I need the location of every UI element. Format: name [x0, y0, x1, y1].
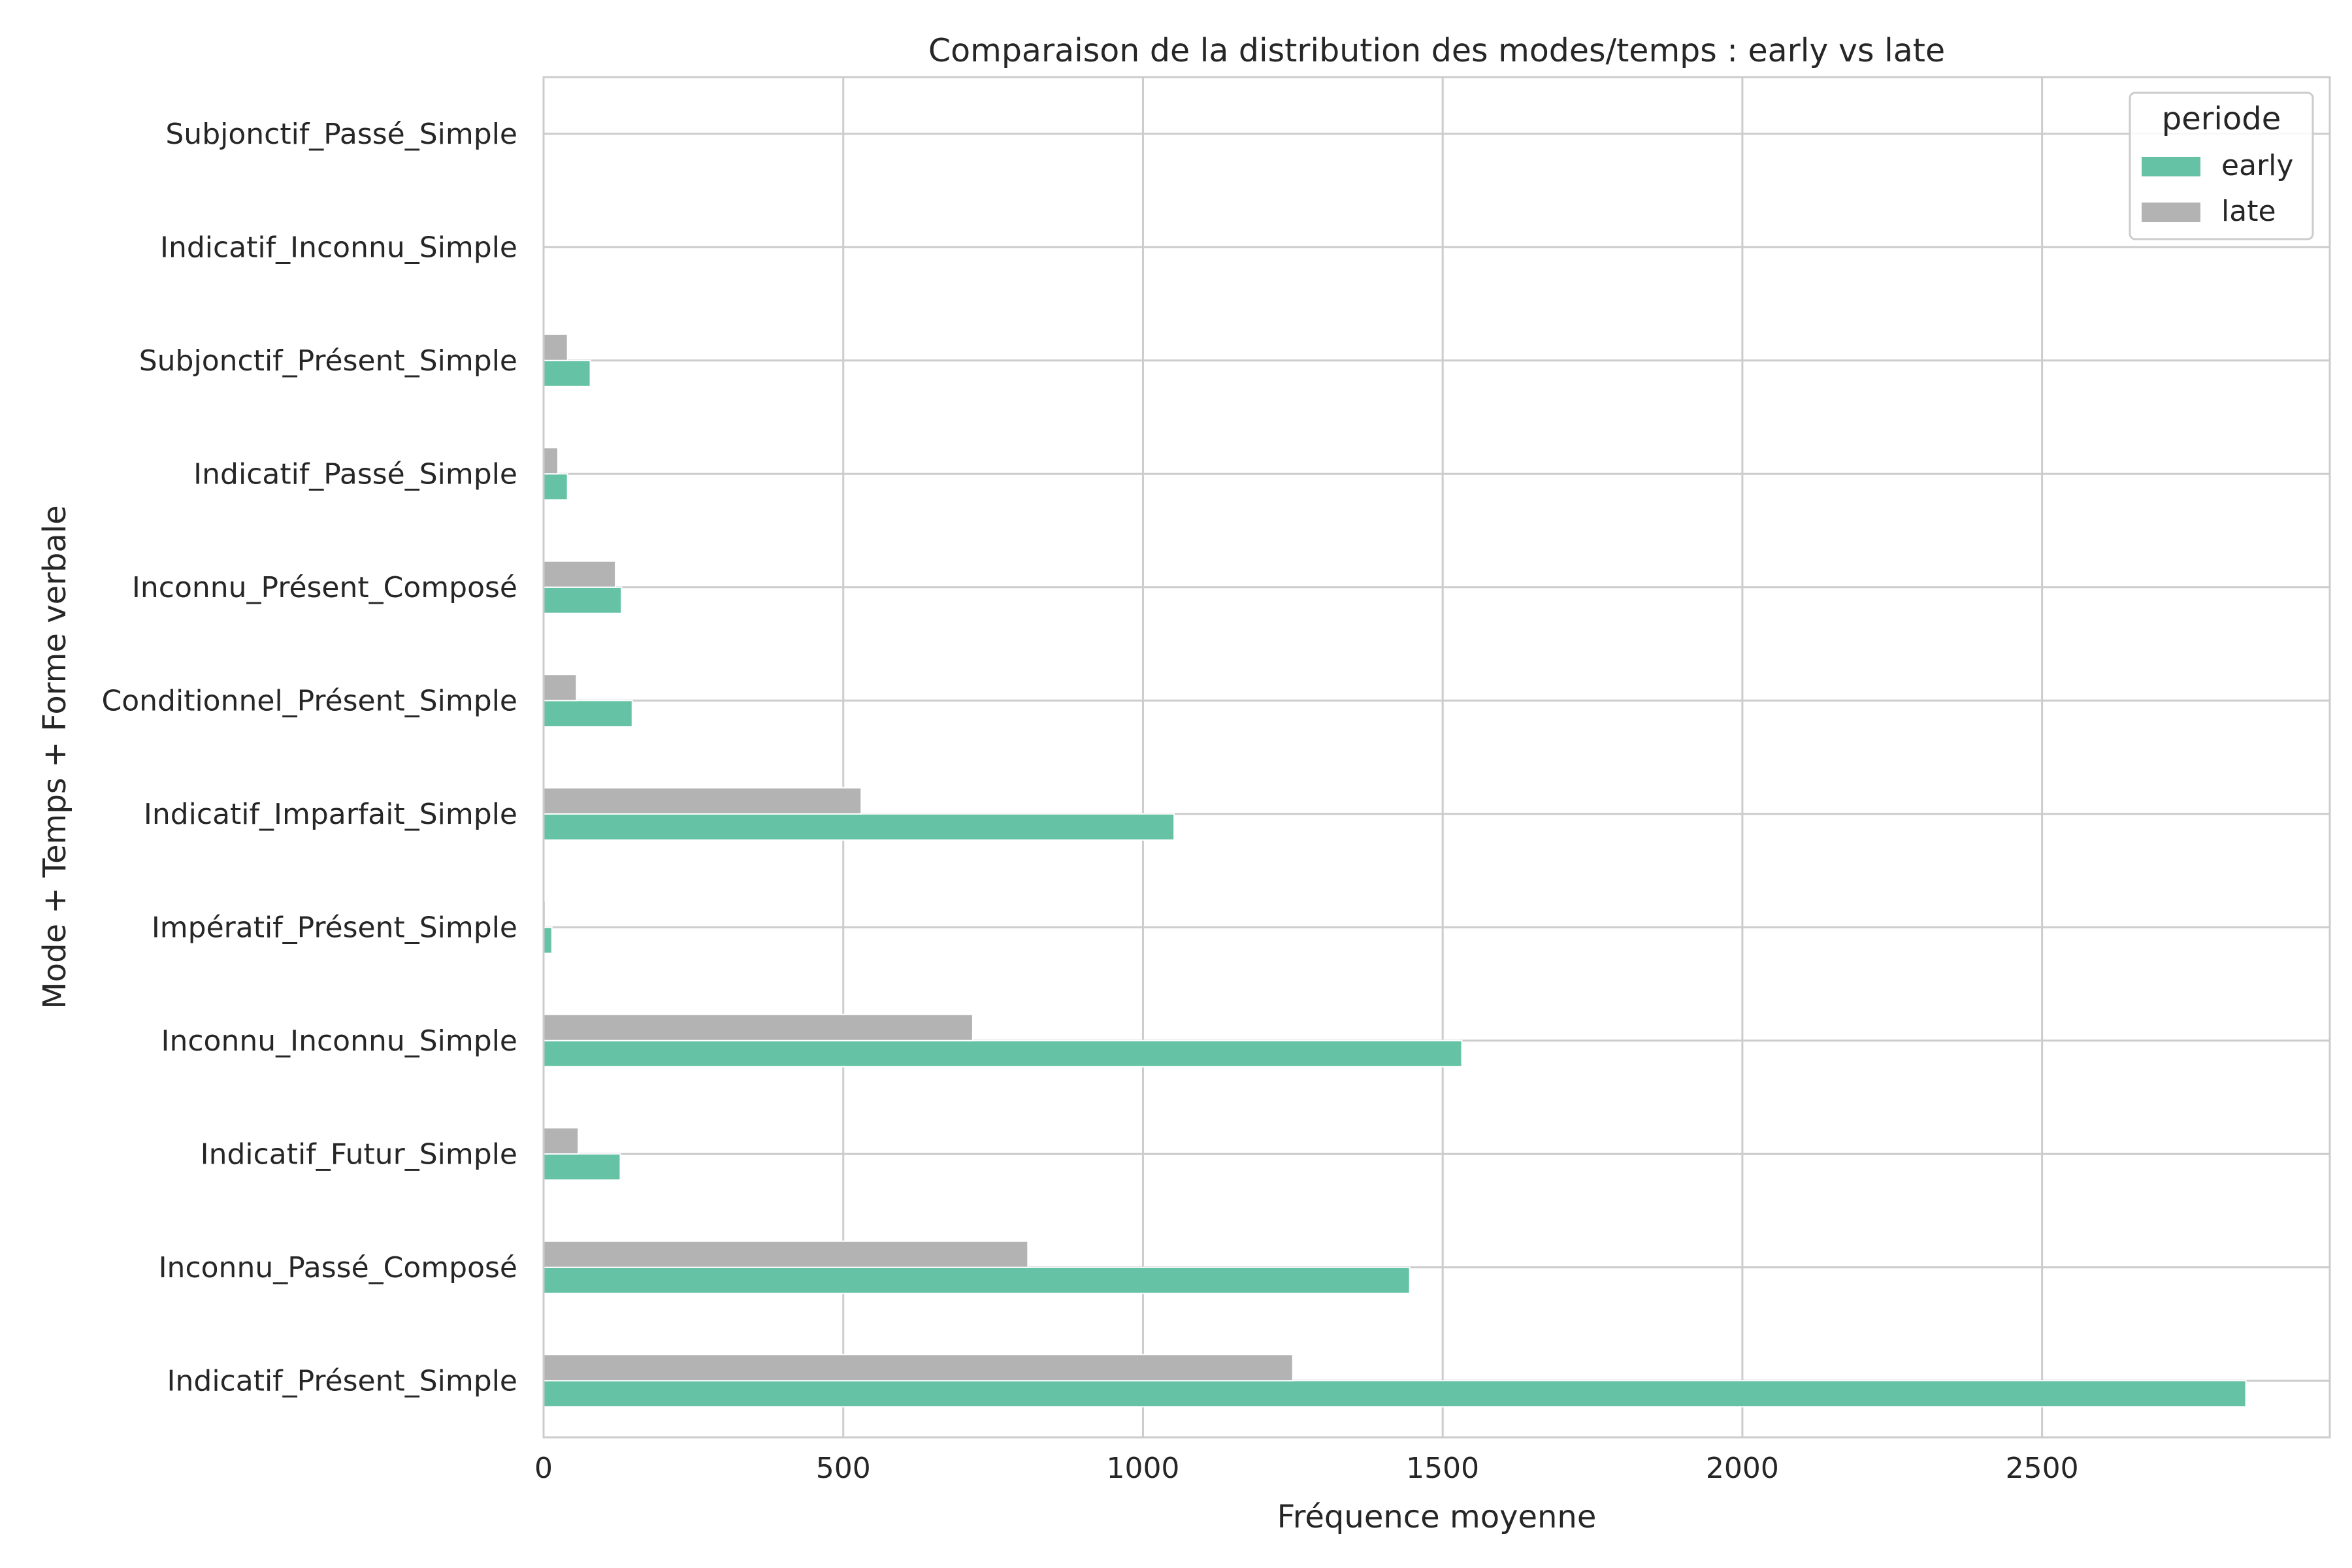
y-tick-label: Conditionnel_Présent_Simple [102, 684, 517, 717]
legend-label-early: early [2221, 149, 2293, 182]
bar-late [543, 1013, 973, 1041]
y-tick-label: Subjonctif_Passé_Simple [165, 118, 517, 151]
y-tick-label: Indicatif_Passé_Simple [193, 457, 517, 491]
legend-swatch-early [2142, 157, 2200, 176]
legend-title: periode [2162, 101, 2281, 137]
chart-title: Comparaison de la distribution des modes… [928, 32, 1945, 69]
y-tick-labels: Indicatif_Présent_Simple Inconnu_Passé_Co… [102, 118, 517, 1398]
x-tick-label: 2500 [2006, 1452, 2079, 1485]
bars [543, 333, 2247, 1408]
y-tick-label: Subjonctif_Présent_Simple [139, 344, 517, 378]
grid [542, 77, 2330, 1437]
bar-early [543, 1039, 1463, 1068]
bar-late [543, 1240, 1029, 1268]
legend-label-late: late [2221, 195, 2276, 228]
bar-late [543, 1127, 580, 1155]
bar-early [543, 473, 568, 501]
bar-late [543, 447, 559, 475]
bar-late [543, 333, 568, 361]
y-axis-title: Mode + Temps + Forme verbale [37, 505, 73, 1009]
x-tick-label: 1500 [1406, 1452, 1479, 1485]
bar-late [543, 787, 862, 815]
x-axis-title: Fréquence moyenne [1277, 1499, 1597, 1535]
bar-early [543, 926, 553, 955]
bar-early [543, 700, 633, 728]
plot-frame [542, 76, 2331, 1439]
legend-items: early late [2142, 149, 2293, 228]
bar-late [543, 674, 578, 702]
y-tick-label: Inconnu_Présent_Composé [132, 571, 517, 604]
legend-swatch-late [2142, 203, 2200, 222]
bar-early [543, 1380, 2247, 1408]
bar-late [543, 1354, 1294, 1382]
bar-early [543, 1153, 621, 1181]
bar-early [543, 813, 1175, 841]
bar-early [543, 1266, 1411, 1294]
x-tick-label: 2000 [1706, 1452, 1779, 1485]
bar-early [543, 586, 623, 614]
y-tick-label: Indicatif_Imparfait_Simple [144, 798, 517, 831]
x-tick-label: 500 [816, 1452, 871, 1485]
x-tick-label: 1000 [1106, 1452, 1179, 1485]
bar-late [543, 560, 617, 588]
bar-early [543, 359, 591, 387]
y-tick-label: Impératif_Présent_Simple [152, 911, 517, 944]
y-tick-label: Indicatif_Futur_Simple [201, 1137, 517, 1171]
y-tick-label: Inconnu_Passé_Composé [159, 1251, 517, 1284]
y-tick-label: Indicatif_Inconnu_Simple [160, 231, 517, 264]
x-tick-labels: 0 500 1000 1500 2000 2500 [534, 1452, 2079, 1485]
x-tick-label: 0 [534, 1452, 553, 1485]
y-tick-label: Inconnu_Inconnu_Simple [161, 1024, 517, 1058]
y-tick-label: Indicatif_Présent_Simple [167, 1364, 517, 1397]
legend: periode early late [2129, 91, 2314, 240]
